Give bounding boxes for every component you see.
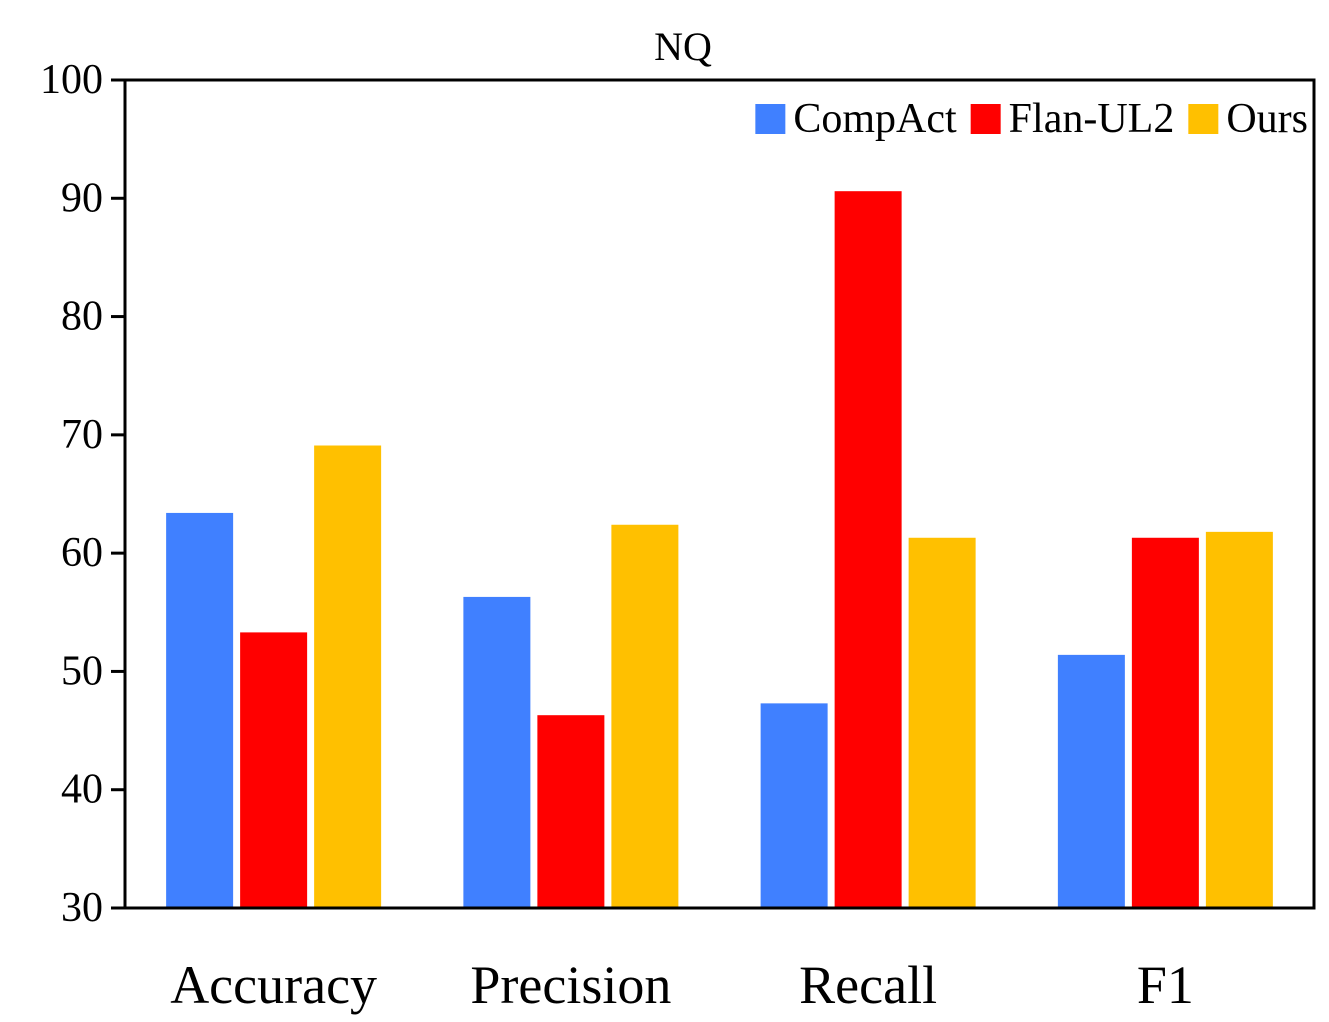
x-category-label-accuracy: Accuracy (170, 955, 377, 1015)
plot-area-frame (123, 78, 1316, 910)
legend-label-flan-ul2: Flan-UL2 (1009, 96, 1175, 142)
y-tick-label: 50 (61, 648, 103, 694)
bars-group (166, 191, 1273, 908)
bar-compact-precision (463, 596, 531, 908)
legend-swatch-ours (1188, 104, 1219, 134)
bar-flan-ul2-accuracy (240, 632, 308, 908)
x-category-label-f1: F1 (1137, 955, 1194, 1015)
bar-flan-ul2-precision (537, 715, 605, 908)
y-axis-ticks: 30 40 50 60 70 80 90 100 (40, 57, 125, 931)
bar-compact-accuracy (166, 512, 234, 908)
y-tick-label: 80 (61, 294, 103, 340)
bar-flan-ul2-recall (834, 191, 902, 908)
bar-ours-precision (611, 524, 679, 908)
bar-flan-ul2-f1 (1131, 537, 1199, 908)
legend-label-ours: Ours (1226, 96, 1308, 142)
y-tick-label: 40 (61, 767, 103, 813)
chart-title: NQ (654, 24, 712, 69)
x-category-label-recall: Recall (799, 955, 937, 1015)
bar-ours-accuracy (314, 445, 382, 908)
legend-swatch-compact (755, 104, 786, 134)
y-tick-label: 90 (61, 175, 103, 221)
y-tick-label: 100 (40, 57, 103, 103)
legend-swatch-flan-ul2 (970, 104, 1001, 134)
bar-compact-f1 (1057, 654, 1125, 908)
x-category-label-precision: Precision (470, 955, 671, 1015)
legend-label-compact: CompAct (793, 96, 957, 142)
x-axis-labels: Accuracy Precision Recall F1 (170, 955, 1194, 1015)
y-tick-label: 70 (61, 412, 103, 458)
bar-compact-recall (760, 703, 828, 908)
bar-ours-f1 (1205, 531, 1273, 908)
y-tick-label: 60 (61, 530, 103, 576)
y-tick-label: 30 (61, 885, 103, 931)
legend: CompAct Flan-UL2 Ours (755, 96, 1308, 142)
bar-ours-recall (908, 537, 976, 908)
